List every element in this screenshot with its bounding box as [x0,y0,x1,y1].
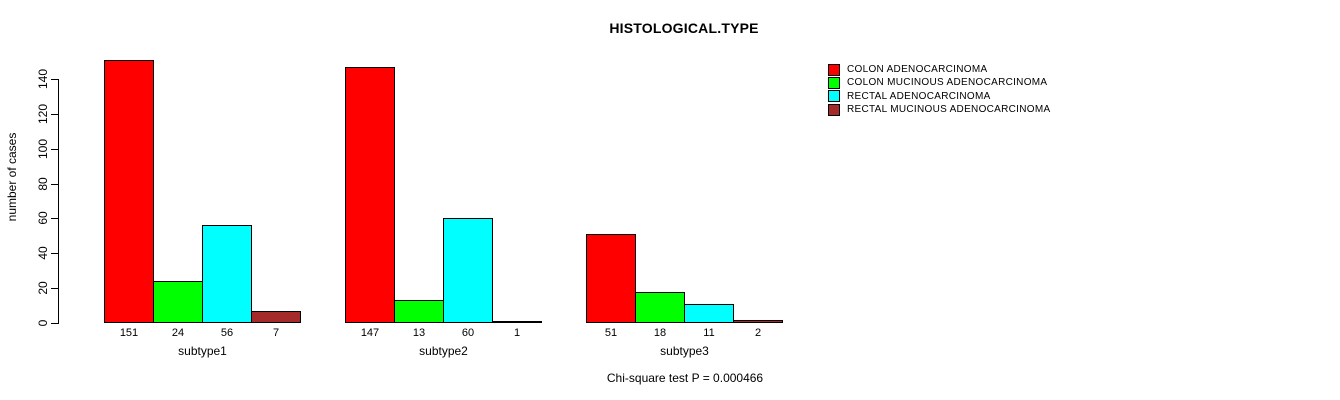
bar [733,320,783,323]
bar-value-label: 151 [119,327,139,339]
bar-value-label: 11 [703,327,715,339]
bar-value-label: 147 [360,327,380,339]
category-label: subtype3 [660,344,709,358]
category-label: subtype1 [178,344,227,358]
legend-item: RECTAL ADENOCARCINOMA [828,90,1050,103]
bar-value-label: 18 [653,327,667,339]
bar [684,304,734,323]
bar [443,218,493,323]
bar [394,300,444,323]
legend-item: RECTAL MUCINOUS ADENOCARCINOMA [828,103,1050,116]
y-tick [51,114,58,115]
bar-value-label: 1 [513,327,521,339]
y-tick-label: 20 [36,281,50,295]
chart-title: HISTOLOGICAL.TYPE [609,20,759,36]
legend-item-label: COLON MUCINOUS ADENOCARCINOMA [847,77,1048,89]
y-axis-label: number of cases [5,132,19,222]
legend-item: COLON MUCINOUS ADENOCARCINOMA [828,76,1050,89]
bar [492,321,542,323]
y-tick-label: 100 [36,138,50,160]
bar-value-label: 51 [604,327,618,339]
legend: COLON ADENOCARCINOMA COLON MUCINOUS ADENO… [828,63,1050,116]
y-tick-label: 0 [36,319,50,327]
bar [345,67,395,323]
bar-value-label: 13 [412,327,426,339]
y-tick [51,184,58,185]
bar-value-label: 24 [171,327,185,339]
y-tick [51,288,58,289]
bar-value-label: 7 [272,327,280,339]
y-tick-label: 40 [36,246,50,260]
y-tick [51,218,58,219]
category-label: subtype2 [419,344,468,358]
y-tick [51,253,58,254]
y-tick [51,79,58,80]
legend-item-label: COLON ADENOCARCINOMA [847,64,988,76]
y-tick-label: 120 [36,103,50,125]
legend-swatch [828,76,840,89]
legend-swatch [828,90,840,103]
bar [104,60,154,323]
y-tick-label: 80 [36,177,50,191]
bar [202,225,252,323]
bar-value-label: 60 [461,327,475,339]
bar-value-label: 2 [754,327,762,339]
legend-swatch [828,63,840,76]
y-tick-label: 60 [36,211,50,225]
bar [586,234,636,323]
legend-swatch [828,103,840,116]
y-tick [51,149,58,150]
bar-value-label: 56 [220,327,234,339]
legend-item-label: RECTAL MUCINOUS ADENOCARCINOMA [847,104,1051,116]
bar [635,292,685,323]
bar [153,281,203,323]
y-tick-label: 140 [36,68,50,90]
y-axis [58,79,59,324]
y-tick [51,323,58,324]
legend-item: COLON ADENOCARCINOMA [828,63,1050,76]
legend-item-label: RECTAL ADENOCARCINOMA [847,90,991,102]
bar [251,311,301,323]
chi-square-annotation: Chi-square test P = 0.000466 [606,371,764,385]
